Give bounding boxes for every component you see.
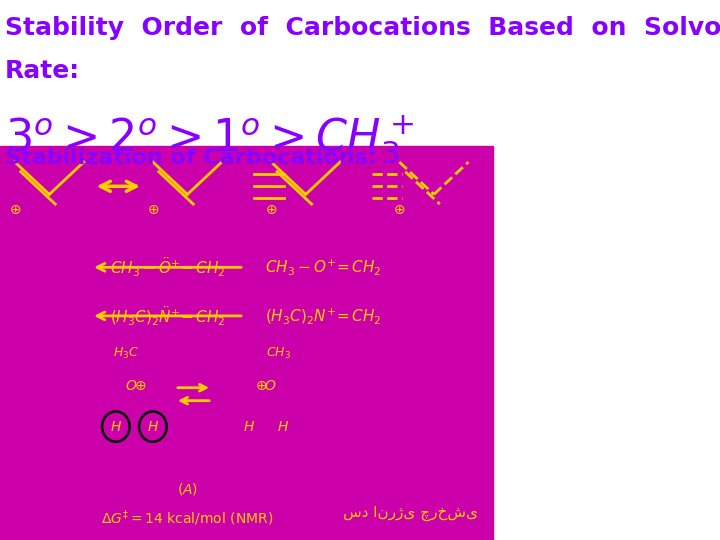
- Text: Stability  Order  of  Carbocations  Based  on  Solvolysis: Stability Order of Carbocations Based on…: [5, 16, 720, 40]
- Text: $\oplus$: $\oplus$: [265, 202, 277, 217]
- Text: $H_3C$: $H_3C$: [113, 346, 139, 361]
- Text: $(H_3C)_2\ddot{N}^{\!+}\!\!-CH_2$: $(H_3C)_2\ddot{N}^{\!+}\!\!-CH_2$: [110, 304, 225, 328]
- Text: $\oplus$: $\oplus$: [9, 202, 21, 217]
- Text: $3^o > 2^o > 1^o > CH_3^+$: $3^o > 2^o > 1^o > CH_3^+$: [5, 113, 414, 166]
- Text: سد انرژی چرخشی: سد انرژی چرخشی: [343, 505, 478, 521]
- Text: $\oplus$: $\oplus$: [147, 202, 159, 217]
- Text: Rate:: Rate:: [5, 59, 80, 83]
- Text: $\oplus$: $\oplus$: [393, 202, 405, 217]
- Text: $O\!\!\oplus$: $O\!\!\oplus$: [125, 379, 146, 393]
- Text: $H$: $H$: [147, 420, 159, 434]
- Text: $H$: $H$: [110, 420, 122, 434]
- Text: Stabilization of Carbocations:: Stabilization of Carbocations:: [5, 148, 377, 168]
- Text: $H$: $H$: [277, 420, 289, 434]
- Text: $CH_3-\ddot{O}^{\!+}\!\!-CH_2$: $CH_3-\ddot{O}^{\!+}\!\!-CH_2$: [110, 255, 225, 279]
- Text: $(H_3C)_2N^{\!+}\!\!=CH_2$: $(H_3C)_2N^{\!+}\!\!=CH_2$: [265, 306, 382, 326]
- Text: $( A )$: $( A )$: [177, 481, 198, 497]
- Text: $CH_3$: $CH_3$: [266, 346, 291, 361]
- Text: $H$: $H$: [243, 420, 255, 434]
- Text: $\Delta G^{\ddagger} = 14\ \mathrm{kcal/mol\ (NMR)}$: $\Delta G^{\ddagger} = 14\ \mathrm{kcal/…: [102, 509, 274, 528]
- Bar: [0, 146, 493, 540]
- Text: $CH_3-O^{\!+}\!\!=CH_2$: $CH_3-O^{\!+}\!\!=CH_2$: [265, 257, 382, 278]
- Text: $\oplus\!O$: $\oplus\!O$: [256, 379, 277, 393]
- Bar: [0, 0, 493, 146]
